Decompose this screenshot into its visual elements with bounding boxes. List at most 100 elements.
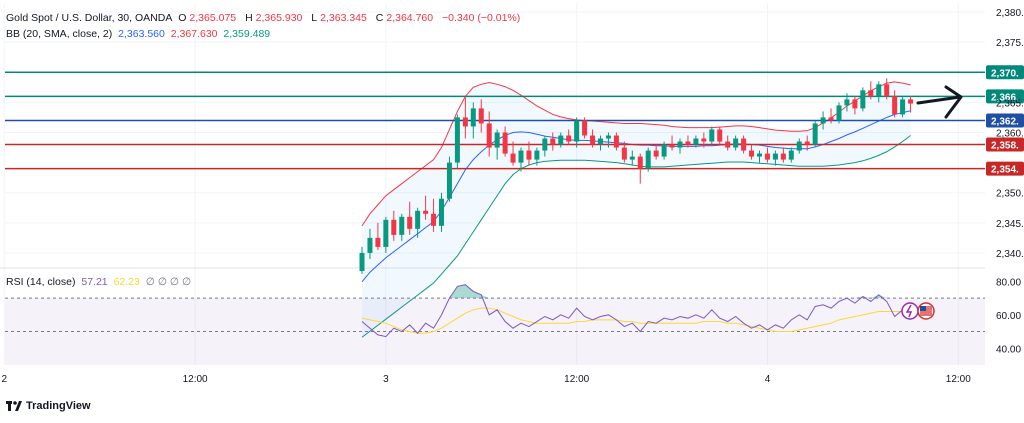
flash-icon-glyph — [905, 304, 913, 318]
candlesticks — [359, 78, 914, 275]
candle-body — [884, 84, 890, 97]
candle-body — [534, 150, 540, 160]
bb-upper-value: 2,367.630 — [170, 28, 218, 40]
rsi-line — [361, 284, 911, 338]
candle-body — [860, 90, 866, 109]
price-tick-label: 2,375. — [996, 38, 1024, 49]
candle-body — [796, 141, 802, 151]
change-value: −0.340 (−0.01%) — [442, 12, 521, 24]
candle-body — [423, 210, 429, 214]
level-price-tag — [986, 89, 1024, 104]
candle-body — [391, 219, 397, 235]
tradingview-logo[interactable]: TradingView — [6, 400, 91, 412]
candle-body — [502, 132, 508, 154]
bb-lower-line — [361, 135, 911, 338]
tradingview-icon — [6, 401, 22, 411]
level-price-tag — [986, 137, 1024, 152]
high-label: H 2,365.930 — [245, 12, 303, 24]
candle-body — [470, 108, 476, 127]
rsi-tick-label: 60.00 — [996, 311, 1021, 322]
chart-icons[interactable] — [901, 302, 935, 320]
candle-body — [844, 99, 850, 106]
candle-body — [733, 138, 739, 148]
time-tick-label: 3 — [383, 374, 389, 385]
candle-body — [836, 105, 842, 121]
candle-body — [757, 153, 762, 157]
price-tick-label: 2,360. — [996, 128, 1024, 139]
rsi-tick-label: 40.00 — [996, 344, 1021, 355]
candle-body — [820, 117, 826, 124]
candle-body — [852, 99, 858, 109]
level-price-tag — [986, 161, 1024, 176]
candle-body — [900, 99, 906, 115]
candle-body — [383, 219, 389, 247]
price-tick-label: 2,350. — [996, 189, 1024, 200]
candle-body — [749, 150, 755, 157]
ohlc-legend: Gold Spot / U.S. Dollar, 30, OANDA O 2,36… — [6, 12, 523, 24]
price-tick-label: 2,365. — [996, 98, 1024, 109]
candle-body — [605, 135, 611, 139]
candle-body — [780, 153, 786, 160]
price-tick-label: 2,380. — [996, 8, 1024, 19]
candle-body — [876, 84, 882, 97]
level-price-tag-text: 2,358. — [991, 141, 1019, 152]
candle-body — [669, 144, 675, 148]
price-tick-label: 2,345. — [996, 219, 1024, 230]
rsi-pane — [5, 284, 985, 365]
candle-body — [685, 141, 691, 145]
rsi-legend: RSI (14, close) 57.21 62.23 ∅ ∅ ∅ ∅ — [6, 276, 194, 288]
candle-body — [598, 138, 603, 145]
rsi-extra: ∅ ∅ ∅ ∅ — [145, 276, 192, 288]
candle-body — [629, 156, 635, 160]
candle-body — [701, 138, 707, 142]
time-tick-label: 12:00 — [564, 374, 589, 385]
close-label: C 2,364.760 — [375, 12, 434, 24]
rsi-tick-label: 80.00 — [996, 277, 1021, 288]
rsi-overbought-fill — [449, 284, 887, 299]
arrow-drawing[interactable] — [916, 85, 963, 119]
price-tick-label: 2,340. — [996, 249, 1024, 260]
candle-body — [359, 252, 365, 272]
chart-grid — [0, 3, 985, 365]
rsi-band — [5, 298, 985, 365]
candle-body — [542, 138, 548, 151]
candle-body — [582, 120, 588, 136]
candle-body — [526, 150, 532, 160]
rsi-value: 57.21 — [81, 276, 108, 288]
candle-body — [454, 117, 460, 163]
candle-body — [518, 150, 524, 163]
candle-body — [462, 117, 468, 127]
candle-body — [717, 129, 723, 142]
time-tick-label: 2 — [2, 374, 8, 385]
candle-body — [613, 135, 619, 148]
bb-lower-value: 2,359.489 — [223, 28, 271, 40]
candle-body — [637, 156, 643, 169]
time-tick-label: 12:00 — [183, 374, 208, 385]
candle-body — [645, 150, 651, 169]
candle-body — [772, 153, 778, 160]
candle-body — [478, 108, 484, 124]
candle-body — [407, 216, 413, 229]
level-price-tag-text: 2,366. — [991, 92, 1019, 103]
rsi-label[interactable]: RSI (14, close) — [6, 276, 76, 288]
rsi-ma-value: 62.23 — [113, 276, 140, 288]
low-label: L 2,363.345 — [311, 12, 367, 24]
candle-body — [574, 120, 580, 142]
candle-body — [868, 90, 874, 97]
candle-body — [494, 132, 500, 148]
candle-body — [621, 147, 627, 160]
candle-body — [693, 138, 699, 145]
symbol-title[interactable]: Gold Spot / U.S. Dollar, 30, OANDA — [6, 12, 173, 24]
candle-body — [653, 150, 659, 157]
candle-body — [367, 237, 373, 253]
candle-body — [661, 144, 667, 157]
time-tick-label: 12:00 — [946, 374, 971, 385]
flag-icon-canton — [920, 306, 926, 311]
candle-body — [892, 96, 898, 115]
candle-body — [677, 141, 683, 148]
bb-label[interactable]: BB (20, SMA, close, 2) — [6, 28, 113, 40]
time-tick-label: 4 — [765, 374, 771, 385]
candle-body — [415, 210, 421, 229]
candle-body — [828, 117, 834, 121]
